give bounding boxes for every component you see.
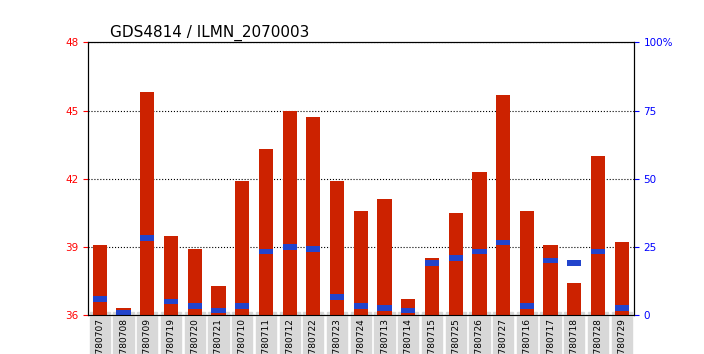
Bar bbox=[615, 306, 629, 311]
Bar bbox=[282, 244, 297, 250]
Bar bbox=[93, 245, 107, 315]
Bar bbox=[401, 299, 415, 315]
Bar bbox=[591, 249, 605, 254]
Bar bbox=[401, 308, 415, 313]
Bar bbox=[448, 256, 463, 261]
Bar bbox=[567, 283, 582, 315]
Bar bbox=[615, 242, 629, 315]
Bar bbox=[520, 211, 534, 315]
Bar bbox=[448, 213, 463, 315]
Bar bbox=[211, 308, 225, 313]
Bar bbox=[425, 258, 439, 315]
Bar bbox=[93, 296, 107, 302]
Bar bbox=[282, 111, 297, 315]
Bar bbox=[140, 92, 154, 315]
Bar bbox=[164, 298, 178, 304]
Bar bbox=[235, 303, 249, 309]
Bar bbox=[188, 303, 202, 309]
Bar bbox=[306, 118, 320, 315]
Bar bbox=[211, 286, 225, 315]
Bar bbox=[306, 246, 320, 252]
Bar bbox=[496, 95, 510, 315]
Bar bbox=[353, 303, 368, 309]
Bar bbox=[330, 181, 344, 315]
Bar bbox=[472, 249, 486, 254]
Bar bbox=[164, 235, 178, 315]
Bar bbox=[188, 249, 202, 315]
Bar bbox=[377, 199, 391, 315]
Bar bbox=[591, 156, 605, 315]
Bar bbox=[472, 172, 486, 315]
Bar bbox=[496, 240, 510, 245]
Bar bbox=[543, 245, 558, 315]
Bar bbox=[425, 260, 439, 266]
Bar bbox=[140, 235, 154, 241]
Bar bbox=[567, 260, 582, 266]
Bar bbox=[377, 306, 391, 311]
Bar bbox=[116, 310, 131, 316]
Text: GDS4814 / ILMN_2070003: GDS4814 / ILMN_2070003 bbox=[110, 25, 309, 41]
Bar bbox=[543, 258, 558, 263]
Bar bbox=[259, 249, 273, 254]
Bar bbox=[116, 308, 131, 315]
Bar bbox=[330, 294, 344, 300]
Bar bbox=[235, 181, 249, 315]
Bar bbox=[353, 211, 368, 315]
Bar bbox=[259, 149, 273, 315]
Bar bbox=[520, 303, 534, 309]
